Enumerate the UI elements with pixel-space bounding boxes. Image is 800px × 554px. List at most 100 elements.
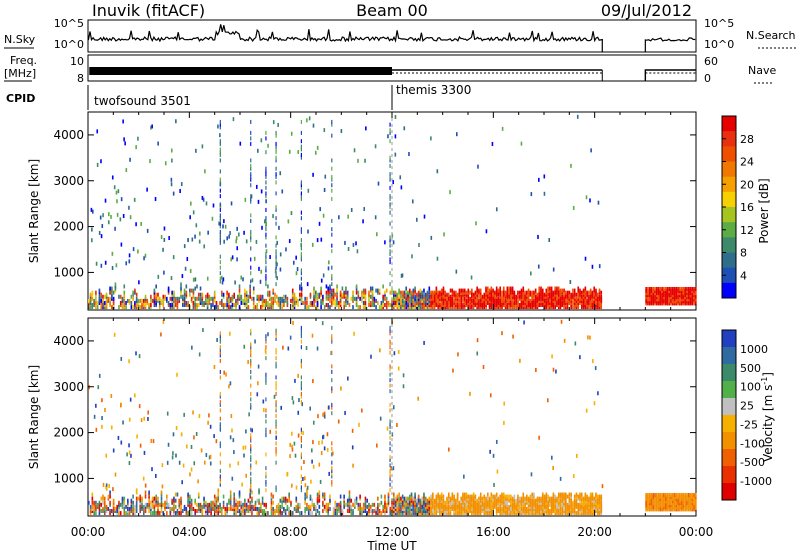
range-cell	[334, 303, 337, 308]
range-cell	[686, 495, 688, 500]
range-cell	[666, 286, 669, 291]
range-cell	[331, 446, 333, 451]
range-cell	[531, 496, 533, 501]
range-cell	[691, 492, 694, 497]
range-cell	[579, 506, 581, 511]
range-cell	[511, 286, 514, 291]
range-cell	[331, 468, 333, 473]
range-cell	[556, 286, 558, 291]
range-cell	[579, 300, 581, 305]
range-cell	[591, 494, 594, 499]
range-cell	[689, 301, 692, 306]
range-cell	[240, 294, 243, 299]
range-cell	[287, 219, 290, 224]
range-cell	[687, 505, 690, 510]
range-cell	[343, 500, 345, 505]
range-cell	[275, 144, 277, 149]
range-cell	[199, 286, 202, 291]
range-cell	[520, 294, 523, 299]
range-cell	[201, 296, 204, 301]
range-cell	[275, 405, 277, 410]
range-cell	[589, 335, 591, 340]
range-cell	[350, 506, 353, 511]
range-cell	[245, 509, 248, 514]
range-cell	[527, 498, 530, 503]
range-cell	[300, 511, 303, 516]
range-cell	[458, 292, 461, 297]
range-cell	[140, 221, 142, 226]
colorbar-swatch	[722, 398, 736, 416]
range-cell	[524, 300, 526, 305]
range-cell	[403, 126, 406, 131]
range-cell	[490, 502, 493, 507]
range-cell	[543, 500, 546, 505]
range-cell	[471, 303, 473, 308]
range-cell	[219, 276, 221, 281]
range-cell	[275, 216, 277, 221]
range-cell	[529, 494, 532, 499]
range-cell	[593, 296, 595, 301]
range-cell	[435, 511, 438, 516]
range-cell	[488, 294, 491, 299]
range-cell	[506, 296, 509, 301]
range-cell	[233, 506, 236, 511]
range-cell	[589, 500, 592, 505]
range-cell	[275, 446, 277, 451]
range-cell	[421, 300, 423, 305]
range-cell	[277, 509, 280, 514]
range-cell	[174, 504, 177, 509]
range-cell	[545, 504, 548, 509]
nave-label: Nave	[748, 64, 776, 77]
range-cell	[663, 301, 665, 306]
range-cell	[503, 401, 506, 406]
range-cell	[550, 290, 553, 295]
range-cell	[147, 416, 149, 421]
range-cell	[155, 496, 157, 501]
range-cell	[589, 509, 592, 514]
range-cell	[157, 511, 159, 516]
range-cell	[689, 505, 692, 510]
range-cell	[212, 298, 214, 303]
range-cell	[382, 298, 384, 303]
range-cell	[331, 336, 333, 341]
range-cell	[432, 496, 434, 501]
range-cell	[217, 488, 220, 493]
range-cell	[109, 286, 111, 291]
range-cell	[499, 305, 502, 310]
range-cell	[550, 504, 553, 509]
range-cell	[300, 479, 302, 484]
range-cell	[460, 300, 462, 305]
range-cell	[689, 492, 692, 497]
range-cell	[501, 500, 503, 505]
range-cell	[265, 504, 267, 509]
range-cell	[282, 345, 284, 350]
range-cell	[523, 320, 525, 325]
range-cell	[275, 180, 277, 185]
range-cell	[421, 298, 423, 303]
range-cell	[534, 294, 537, 299]
range-cell	[442, 292, 445, 297]
range-cell	[573, 504, 576, 509]
range-cell	[588, 502, 590, 507]
range-cell	[499, 509, 502, 514]
range-cell	[476, 303, 478, 308]
range-cell	[495, 506, 498, 511]
range-cell	[109, 490, 111, 495]
range-cell	[100, 298, 103, 303]
range-cell	[265, 350, 267, 355]
range-cell	[219, 141, 221, 146]
range-cell	[351, 445, 354, 450]
range-cell	[515, 498, 517, 503]
range-cell	[508, 494, 510, 499]
range-cell	[666, 291, 669, 296]
range-cell	[151, 511, 154, 516]
range-cell	[389, 331, 391, 336]
range-cell	[456, 294, 459, 299]
range-cell	[310, 479, 312, 484]
range-cell	[494, 300, 496, 305]
range-cell	[449, 504, 452, 509]
range-cell	[215, 504, 218, 509]
range-cell	[378, 502, 381, 507]
range-cell	[543, 509, 546, 514]
yaxis-tick-label: 4000	[53, 128, 84, 142]
